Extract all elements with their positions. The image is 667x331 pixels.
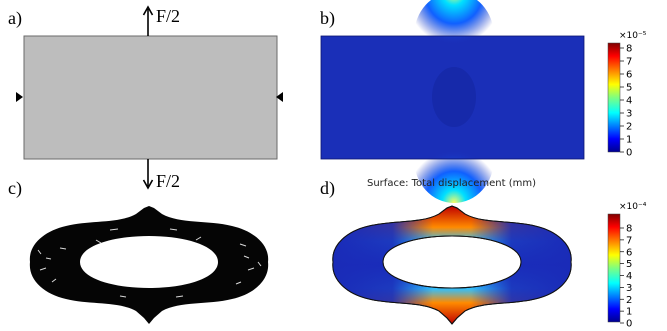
colorbar-b-tick-label: 8 (626, 44, 632, 55)
colorbar-d-tick-label: 6 (626, 247, 632, 258)
colorbar-d-tick-label: 0 (626, 319, 632, 330)
topology-shape (29, 206, 269, 324)
colorbar-b-tick-label: 1 (626, 135, 632, 146)
colorbar-b-tick-label: 4 (626, 96, 632, 107)
support-left-icon (16, 92, 23, 102)
panel-d-label: d) (320, 178, 335, 199)
center-dark-zone (432, 67, 476, 127)
surface-title: Surface: Total displacement (mm) (367, 178, 536, 189)
force-label-top: F/2 (156, 6, 180, 26)
colorbar-b-tick-label: 7 (626, 57, 632, 68)
colorbar-b: ×10⁻⁵ 8 7 6 5 4 3 2 1 0 (607, 31, 647, 159)
colorbar-d-tick-label: 5 (626, 259, 632, 270)
colorbar-b-tick-label: 3 (626, 109, 632, 120)
colorbar-b-tick-label: 6 (626, 70, 632, 81)
colorbar-d-tick-label: 2 (626, 295, 632, 306)
colorbar-d-tick-label: 7 (626, 235, 632, 246)
support-right-icon (276, 92, 283, 102)
force-label-bottom: F/2 (156, 171, 180, 191)
colorbar-b-tick-label: 0 (626, 148, 632, 159)
colorbar-d-tick-label: 1 (626, 307, 632, 318)
colorbar-d-tick-label: 8 (626, 224, 632, 235)
colorbar-b-exponent: ×10⁻⁵ (619, 31, 647, 41)
displacement-side-shading (332, 206, 572, 324)
panel-c-label: c) (8, 178, 22, 199)
colorbar-d-exponent: ×10⁻⁴ (619, 202, 647, 212)
force-arrow-top (142, 5, 154, 36)
colorbar-d-tick-label: 3 (626, 283, 632, 294)
panel-a-label: a) (8, 8, 22, 29)
colorbar-b-tick-label: 5 (626, 83, 632, 94)
panel-b-label: b) (320, 8, 335, 29)
topology-specks (37, 228, 262, 298)
grey-block (23, 35, 278, 160)
panel-b: b) ×10⁻⁵ 8 7 6 5 4 3 2 1 0 (320, 0, 647, 203)
panel-d: d) Surface: Total displacement (mm) ×10⁻… (320, 178, 647, 330)
colorbar-b-tick-label: 2 (626, 122, 632, 133)
panel-c: c) (8, 178, 269, 324)
colorbar-d-tick-label: 4 (626, 271, 632, 282)
force-arrow-bottom (142, 159, 154, 190)
hotspot-top (414, 0, 494, 80)
panel-a: a) F/2 F/2 (8, 5, 283, 191)
